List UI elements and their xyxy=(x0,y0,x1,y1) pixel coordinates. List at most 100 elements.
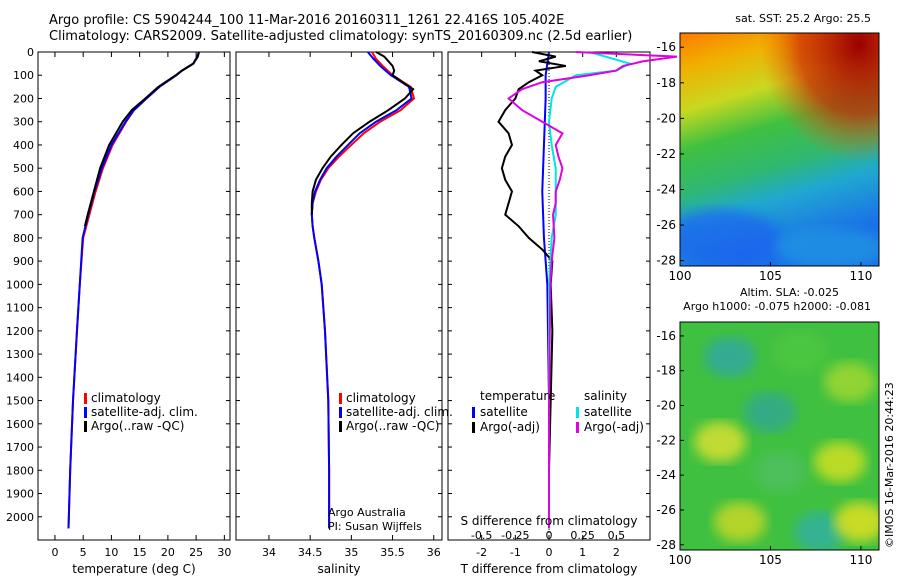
map-y-tick-label: -24 xyxy=(656,468,676,482)
legend-label: climatology xyxy=(346,391,416,405)
map-y-tick-label: -26 xyxy=(656,503,676,517)
sla-blob xyxy=(714,502,766,542)
map-frame xyxy=(679,32,880,267)
series-line-satellite xyxy=(547,51,633,529)
legend-swatch xyxy=(576,422,579,433)
map-title: Altim. SLA: -0.025 xyxy=(740,286,839,299)
legend-title: salinity xyxy=(584,389,627,403)
panel-frame xyxy=(37,51,231,541)
map-y-tick-label: -26 xyxy=(656,218,676,232)
y-tick-label: 700 xyxy=(13,209,34,222)
x-axis-label: temperature (deg C) xyxy=(72,562,195,576)
s-tick-label: -0.5 xyxy=(471,529,492,542)
s-tick-label: 0.5 xyxy=(608,529,626,542)
x-tick-label: 35 xyxy=(344,546,358,559)
map-y-tick-label: -28 xyxy=(656,538,676,552)
map-image xyxy=(680,322,879,550)
series-line-argo---raw--qc- xyxy=(83,51,200,227)
s-tick-label: 0 xyxy=(546,529,553,542)
legend-swatch xyxy=(84,393,87,404)
map-x-tick-label: 105 xyxy=(759,553,782,567)
y-tick-label: 200 xyxy=(13,92,34,105)
series-line-argo--adj- xyxy=(506,51,678,529)
legend-swatch xyxy=(576,407,579,418)
legend-label: Argo(..raw -QC) xyxy=(91,419,184,433)
legend-swatch xyxy=(339,421,342,432)
y-tick-label: 1700 xyxy=(6,441,34,454)
x-tick-label: 34 xyxy=(262,546,276,559)
series-line-climatology xyxy=(310,51,416,529)
map-x-tick-label: 100 xyxy=(669,269,692,283)
map-x-tick-label: 105 xyxy=(759,269,782,283)
y-tick-label: 400 xyxy=(13,139,34,152)
map-y-tick-label: -18 xyxy=(656,76,676,90)
x-tick-label: 35.5 xyxy=(380,546,405,559)
y-tick-label: 300 xyxy=(13,116,34,129)
y-tick-label: 1600 xyxy=(6,418,34,431)
sst-cool-patch xyxy=(775,228,879,266)
legend-swatch xyxy=(84,421,87,432)
map-y-tick-label: -20 xyxy=(656,399,676,413)
y-tick-label: 500 xyxy=(13,162,34,175)
legend-label: Argo(-adj) xyxy=(480,420,540,434)
annotation-line: Argo Australia xyxy=(328,506,406,519)
x-tick-label: 25 xyxy=(189,546,203,559)
map-x-tick-label: 100 xyxy=(669,553,692,567)
legend-label: Argo(-adj) xyxy=(584,420,644,434)
map-title: sat. SST: 25.2 Argo: 25.5 xyxy=(735,12,871,25)
legend-label: Argo(..raw -QC) xyxy=(346,419,439,433)
series-line-satellite-adj--clim- xyxy=(310,51,413,529)
panel-frame xyxy=(235,51,443,541)
plot-title-line2: Climatology: CARS2009. Satellite-adjuste… xyxy=(49,29,633,44)
s-tick-label: 0.25 xyxy=(570,529,595,542)
y-tick-label: 100 xyxy=(13,69,34,82)
x-tick-label: 1 xyxy=(579,546,586,559)
y-tick-label: 600 xyxy=(13,185,34,198)
map-subtitle: Argo h1000: -0.075 h2000: -0.081 xyxy=(683,300,871,313)
legend-swatch xyxy=(84,407,87,418)
sla-blob xyxy=(794,512,846,550)
sla-blob xyxy=(834,502,879,542)
x-axis-label: salinity xyxy=(317,562,360,576)
x2-axis-label: S difference from climatology xyxy=(461,514,638,528)
y-tick-label: 1300 xyxy=(6,348,34,361)
y-tick-label: 1200 xyxy=(6,325,34,338)
x-tick-label: 20 xyxy=(161,546,175,559)
y-tick-label: 1800 xyxy=(6,464,34,477)
legend-label: climatology xyxy=(91,391,161,405)
map-y-tick-label: -18 xyxy=(656,364,676,378)
x-tick-label: 0 xyxy=(546,546,553,559)
sst-cool-patch xyxy=(680,210,780,266)
y-tick-label: 0 xyxy=(27,46,34,59)
map-y-tick-label: -20 xyxy=(656,111,676,125)
series-line-climatology xyxy=(67,51,200,529)
legend-label: satellite xyxy=(480,405,528,419)
legend-swatch xyxy=(472,407,475,418)
s-tick-label: -0.25 xyxy=(501,529,529,542)
annotation-line: PI: Susan Wijffels xyxy=(328,520,422,533)
x-tick-label: 34.5 xyxy=(298,546,323,559)
legend-swatch xyxy=(339,407,342,418)
x-tick-label: 10 xyxy=(104,546,118,559)
y-tick-label: 1900 xyxy=(6,488,34,501)
x-tick-label: -1 xyxy=(510,546,521,559)
map-y-tick-label: -22 xyxy=(656,147,676,161)
sla-blob xyxy=(694,422,746,462)
y-tick-label: 1400 xyxy=(6,371,34,384)
x-tick-label: 5 xyxy=(80,546,87,559)
plot-title-line1: Argo profile: CS 5904244_100 11-Mar-2016… xyxy=(49,13,565,28)
map-y-tick-label: -22 xyxy=(656,433,676,447)
map-frame xyxy=(679,321,880,551)
y-tick-label: 1100 xyxy=(6,302,34,315)
sla-blob xyxy=(824,362,876,402)
legend-label: satellite-adj. clim. xyxy=(346,405,453,419)
y-tick-label: 1000 xyxy=(6,278,34,291)
legend-swatch xyxy=(339,393,342,404)
y-tick-label: 900 xyxy=(13,255,34,268)
x-tick-label: -2 xyxy=(476,546,487,559)
legend-label: satellite xyxy=(584,405,632,419)
sla-blob xyxy=(744,392,796,432)
sla-blob xyxy=(704,337,756,377)
series-line-satellite-adj--clim- xyxy=(67,51,200,529)
y-tick-label: 2000 xyxy=(6,511,34,524)
